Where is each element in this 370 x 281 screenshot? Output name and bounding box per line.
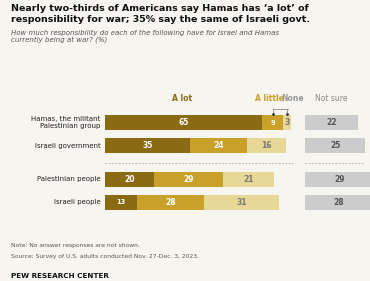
Bar xyxy=(137,195,204,210)
Bar xyxy=(305,195,370,210)
Text: 65: 65 xyxy=(178,118,189,127)
Bar xyxy=(305,172,370,187)
Text: PEW RESEARCH CENTER: PEW RESEARCH CENTER xyxy=(11,273,109,278)
Bar xyxy=(223,172,274,187)
Text: A lot: A lot xyxy=(172,94,192,103)
Bar xyxy=(154,172,223,187)
Text: 22: 22 xyxy=(326,118,337,127)
Text: Nearly two-thirds of Americans say Hamas has ‘a lot’ of: Nearly two-thirds of Americans say Hamas… xyxy=(11,4,309,13)
Text: Israeli government: Israeli government xyxy=(35,143,101,149)
Bar xyxy=(105,195,137,210)
Bar xyxy=(283,115,290,130)
Text: 16: 16 xyxy=(261,141,272,150)
Text: Not sure: Not sure xyxy=(315,94,348,103)
Text: 21: 21 xyxy=(243,175,254,184)
Bar xyxy=(305,138,365,153)
Text: 20: 20 xyxy=(124,175,135,184)
Bar xyxy=(105,172,154,187)
Bar xyxy=(247,138,286,153)
Text: 9: 9 xyxy=(270,120,275,126)
Text: A little: A little xyxy=(255,94,283,103)
Text: 25: 25 xyxy=(330,141,340,150)
Text: 28: 28 xyxy=(333,198,344,207)
Text: How much responsibility do each of the following have for Israel and Hamas
curre: How much responsibility do each of the f… xyxy=(11,30,279,43)
Bar xyxy=(105,115,262,130)
Bar xyxy=(262,115,283,130)
Text: 24: 24 xyxy=(213,141,224,150)
Text: Note: No answer responses are not shown.: Note: No answer responses are not shown. xyxy=(11,243,140,248)
Text: 3: 3 xyxy=(285,118,290,127)
Bar xyxy=(105,138,190,153)
Bar xyxy=(204,195,279,210)
Text: responsibility for war; 35% say the same of Israeli govt.: responsibility for war; 35% say the same… xyxy=(11,15,310,24)
Text: 35: 35 xyxy=(142,141,153,150)
Text: 13: 13 xyxy=(117,199,126,205)
Text: Source: Survey of U.S. adults conducted Nov. 27-Dec. 3, 2023.: Source: Survey of U.S. adults conducted … xyxy=(11,254,199,259)
Text: None: None xyxy=(282,94,305,103)
Text: 31: 31 xyxy=(236,198,246,207)
Bar xyxy=(190,138,247,153)
Text: Israeli people: Israeli people xyxy=(54,199,101,205)
Bar xyxy=(305,115,358,130)
Text: Hamas, the militant
Palestinian group: Hamas, the militant Palestinian group xyxy=(31,116,101,129)
Text: Palestinian people: Palestinian people xyxy=(37,176,101,182)
Text: 29: 29 xyxy=(335,175,345,184)
Text: 28: 28 xyxy=(165,198,176,207)
Text: 29: 29 xyxy=(183,175,194,184)
